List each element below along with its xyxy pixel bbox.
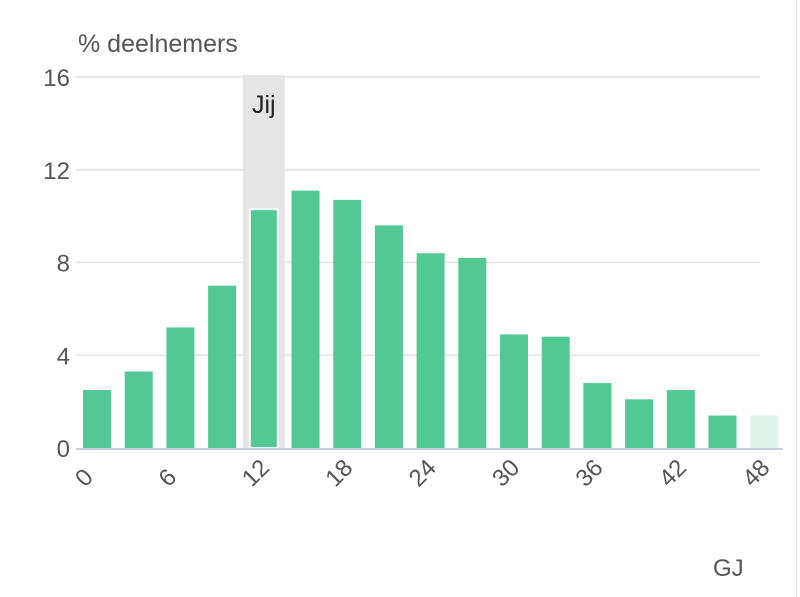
bar bbox=[166, 327, 195, 448]
y-tick-label: 8 bbox=[57, 251, 70, 278]
y-tick-label: 4 bbox=[57, 343, 70, 370]
x-tick-label: 36 bbox=[571, 454, 609, 492]
bar bbox=[750, 415, 779, 448]
x-tick-label: 24 bbox=[404, 454, 442, 492]
x-tick-label: 30 bbox=[487, 454, 525, 492]
bar bbox=[374, 225, 403, 448]
bars bbox=[83, 190, 779, 449]
y-axis-label: % deelnemers bbox=[78, 30, 238, 58]
bar bbox=[208, 285, 237, 448]
bar bbox=[458, 257, 487, 448]
bar bbox=[124, 371, 153, 448]
x-tick-label: 0 bbox=[70, 464, 99, 493]
bar bbox=[416, 253, 445, 448]
panel-edge bbox=[796, 0, 797, 597]
x-ticks: 0 6 12 18 24 30 36 42 48 bbox=[70, 454, 775, 492]
highlight-label: Jij bbox=[252, 91, 276, 119]
bar bbox=[541, 336, 570, 448]
bar bbox=[708, 415, 737, 448]
bar bbox=[583, 383, 612, 448]
y-ticks: 0 4 8 12 16 bbox=[43, 65, 70, 463]
bar bbox=[291, 190, 320, 448]
bar bbox=[666, 390, 695, 448]
bar bbox=[500, 334, 528, 448]
y-tick-label: 12 bbox=[43, 158, 70, 185]
y-tick-label: 0 bbox=[57, 436, 70, 463]
x-tick-label: 6 bbox=[154, 464, 183, 493]
bar bbox=[333, 199, 362, 448]
y-tick-label: 16 bbox=[43, 65, 70, 92]
x-tick-label: 42 bbox=[654, 454, 692, 492]
x-tick-label: 18 bbox=[320, 454, 358, 492]
bar bbox=[248, 208, 279, 449]
x-axis-unit-label: GJ bbox=[713, 555, 744, 582]
bar bbox=[625, 399, 654, 448]
x-tick-label: 48 bbox=[737, 454, 775, 492]
x-tick-label: 12 bbox=[237, 454, 275, 492]
bar bbox=[83, 390, 111, 448]
